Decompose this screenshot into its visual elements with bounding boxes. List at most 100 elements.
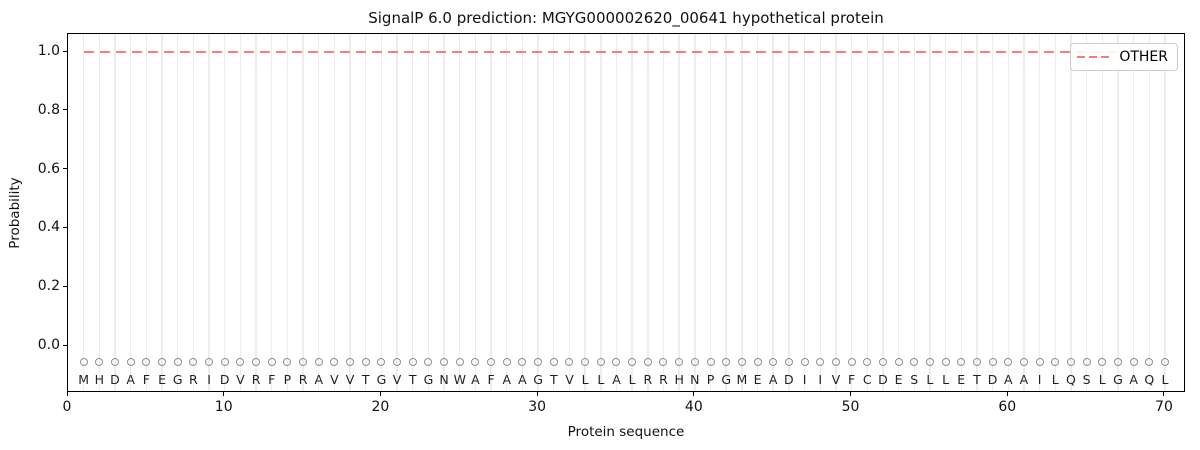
residue-letter: I: [207, 371, 211, 387]
residue-gridline: [145, 34, 148, 391]
x-axis-tick-label: 30: [528, 399, 547, 415]
x-axis-tick-label: 40: [684, 399, 703, 415]
residue-gridline: [1038, 34, 1041, 391]
residue-gridline: [850, 34, 853, 391]
residue-letter: L: [597, 371, 605, 387]
x-axis-tick-label: 50: [841, 399, 860, 415]
residue-gridline: [944, 34, 947, 391]
residue-marker-circle: [706, 358, 715, 367]
residue-letter: G: [533, 371, 543, 387]
residue-letter: V: [345, 371, 355, 387]
residue-marker-circle: [596, 358, 605, 367]
residue-gridline: [756, 34, 759, 391]
y-axis-tick-label: 0.6: [37, 160, 60, 177]
residue-marker-circle: [361, 358, 370, 367]
residue-marker-circle: [471, 358, 480, 367]
residue-letter: F: [847, 371, 856, 387]
residue-gridline: [615, 34, 618, 391]
residue-letter: E: [957, 371, 966, 387]
residue-letter: L: [926, 371, 934, 387]
residue-letter: R: [298, 371, 308, 387]
residue-gridline: [286, 34, 289, 391]
residue-gridline: [1007, 34, 1009, 391]
residue-gridline: [302, 34, 304, 391]
residue-gridline: [474, 34, 477, 391]
residue-letter: H: [674, 371, 684, 387]
x-axis-tick-label: 10: [214, 399, 233, 415]
residue-letter: T: [973, 371, 981, 387]
residue-gridline: [976, 34, 978, 391]
x-axis-tick: [223, 392, 225, 396]
residue-letter: V: [831, 371, 841, 387]
residue-marker-circle: [236, 358, 245, 367]
residue-marker-circle: [252, 358, 261, 367]
residue-letter: D: [219, 371, 230, 387]
residue-gridline: [788, 34, 790, 391]
residue-gridline: [271, 34, 273, 391]
residue-gridline: [521, 34, 524, 391]
residue-letter: V: [392, 371, 402, 387]
residue-gridline: [584, 34, 586, 391]
residue-gridline: [913, 34, 915, 391]
x-axis-tick: [850, 392, 852, 396]
residue-marker-circle: [205, 358, 214, 367]
residue-marker-circle: [346, 358, 355, 367]
residue-letter: L: [581, 371, 589, 387]
residue-gridline: [1023, 34, 1025, 391]
residue-marker-circle: [393, 358, 402, 367]
x-axis-tick-label: 0: [62, 399, 72, 415]
residue-gridline: [490, 34, 492, 391]
residue-gridline: [1085, 34, 1088, 391]
residue-marker-circle: [925, 358, 934, 367]
legend: OTHER: [1070, 43, 1178, 71]
y-axis-tick: [63, 168, 67, 170]
residue-letter: T: [549, 371, 558, 387]
residue-marker-circle: [1129, 358, 1138, 367]
residue-letter: A: [1003, 371, 1013, 387]
x-axis-tick: [693, 392, 695, 396]
residue-letter: D: [987, 371, 998, 387]
chart-title: SignalP 6.0 prediction: MGYG000002620_00…: [368, 9, 884, 27]
residue-gridline: [1117, 34, 1119, 391]
legend-dashed-line-sample: [1077, 56, 1112, 58]
residue-marker-circle: [659, 358, 668, 367]
residue-marker-circle: [1066, 358, 1075, 367]
residue-letter: C: [862, 371, 872, 387]
residue-marker-circle: [1004, 358, 1013, 367]
residue-marker-circle: [549, 358, 558, 367]
residue-letter: A: [471, 371, 480, 387]
x-axis-tick-label: 20: [371, 399, 390, 415]
residue-letter: E: [753, 371, 762, 387]
residue-gridline: [553, 34, 555, 391]
residue-letter: W: [453, 371, 466, 387]
residue-letter: M: [736, 371, 748, 387]
residue-marker-circle: [330, 358, 339, 367]
residue-gridline: [427, 34, 430, 391]
residue-letter: A: [126, 371, 135, 387]
residue-marker-circle: [126, 358, 135, 367]
residue-marker-circle: [314, 358, 323, 367]
residue-gridline: [396, 34, 398, 391]
y-axis-tick-label: 0.2: [37, 278, 60, 295]
x-axis-tick-label: 60: [998, 399, 1017, 415]
residue-marker-circle: [173, 358, 182, 367]
residue-gridline: [506, 34, 508, 391]
residue-marker-circle: [142, 358, 151, 367]
residue-marker-circle: [95, 358, 104, 367]
residue-marker-circle: [1113, 358, 1122, 367]
residue-letter: R: [189, 371, 198, 387]
residue-marker-circle: [299, 358, 308, 367]
residue-letter: R: [251, 371, 261, 387]
residue-marker-circle: [769, 358, 778, 367]
residue-marker-circle: [440, 358, 449, 367]
residue-gridline: [835, 34, 837, 391]
residue-letter: A: [768, 371, 778, 387]
y-axis-tick-label: 0.8: [37, 101, 60, 118]
residue-marker-circle: [1098, 358, 1107, 367]
residue-letter: Q: [1066, 371, 1076, 387]
residue-letter: L: [942, 371, 950, 387]
residue-gridline: [631, 34, 633, 391]
residue-marker-circle: [910, 358, 919, 367]
residue-letter: D: [878, 371, 888, 387]
